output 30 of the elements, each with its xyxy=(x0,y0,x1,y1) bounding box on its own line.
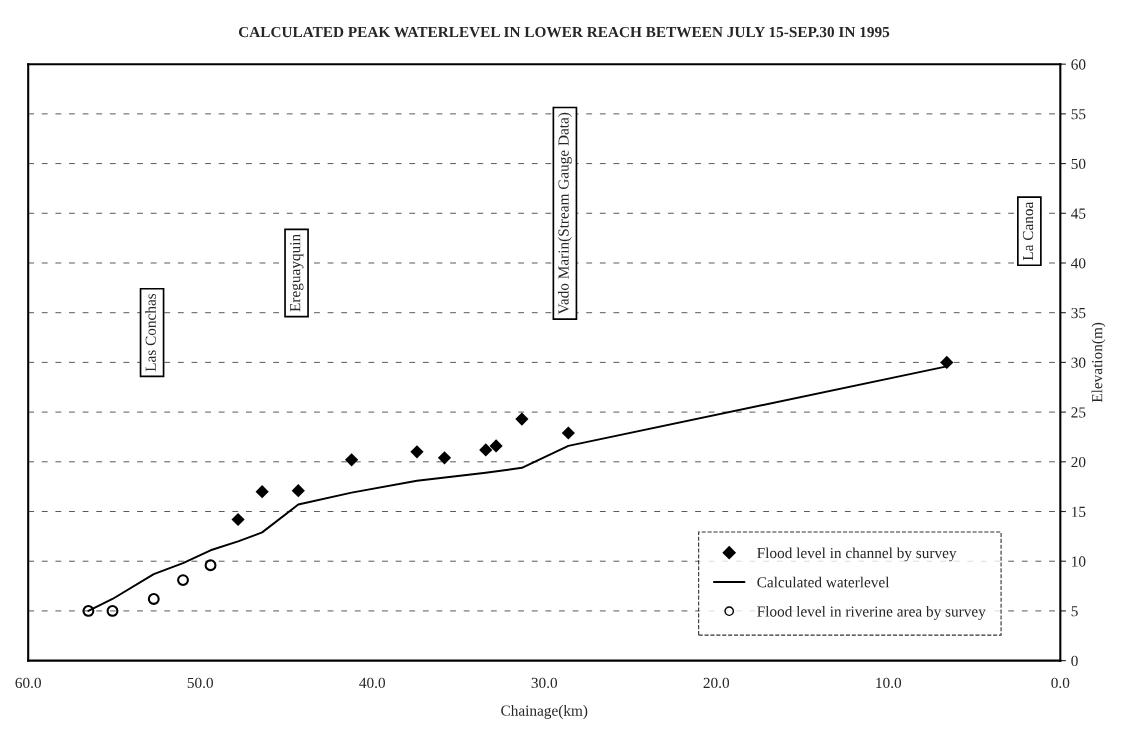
y-tick-label: 50 xyxy=(1071,158,1086,170)
y-tick-label: 35 xyxy=(1071,307,1086,319)
x-tick-label: 50.0 xyxy=(187,677,214,689)
y-tick-label: 5 xyxy=(1071,606,1078,617)
y-tick-label: 15 xyxy=(1072,506,1086,517)
x-tick-label: 20.0 xyxy=(703,677,730,689)
legend-label: Flood level in riverine area by survey xyxy=(757,605,986,620)
y-axis-title: Elevation(m) xyxy=(1091,322,1106,403)
x-axis-title: Chainage(km) xyxy=(501,705,588,719)
y-tick-label: 20 xyxy=(1071,456,1086,468)
y-tick-label: 0 xyxy=(1071,655,1078,667)
y-tick-label: 25 xyxy=(1071,407,1086,418)
x-tick-label: 40.0 xyxy=(359,677,386,689)
x-tick-label: 0.0 xyxy=(1051,677,1070,689)
annotation: La Canoa xyxy=(1022,201,1034,261)
y-tick-label: 55 xyxy=(1071,109,1086,120)
x-tick-label: 10.0 xyxy=(876,677,902,689)
annotation: Ereguayquin xyxy=(290,234,304,312)
annotation: Las Conchas xyxy=(145,293,156,372)
y-tick-label: 45 xyxy=(1071,208,1086,219)
legend-label: Flood level in channel by survey xyxy=(757,547,957,562)
y-tick-label: 30 xyxy=(1071,357,1086,368)
x-tick-label: 60.0 xyxy=(15,677,41,689)
y-tick-label: 10 xyxy=(1072,556,1086,567)
chart-title: CALCULATED PEAK WATERLEVEL IN LOWER REACH BETWEEN JULY 15-SEP.30 IN 1995 xyxy=(238,26,890,38)
annotation: Vado Marin(Stream Gauge Data) xyxy=(557,112,572,315)
y-tick-label: 40 xyxy=(1071,258,1086,269)
legend-label: Calculated waterlevel xyxy=(757,576,890,588)
y-tick-label: 60 xyxy=(1071,59,1086,70)
x-tick-label: 30.0 xyxy=(531,677,558,689)
